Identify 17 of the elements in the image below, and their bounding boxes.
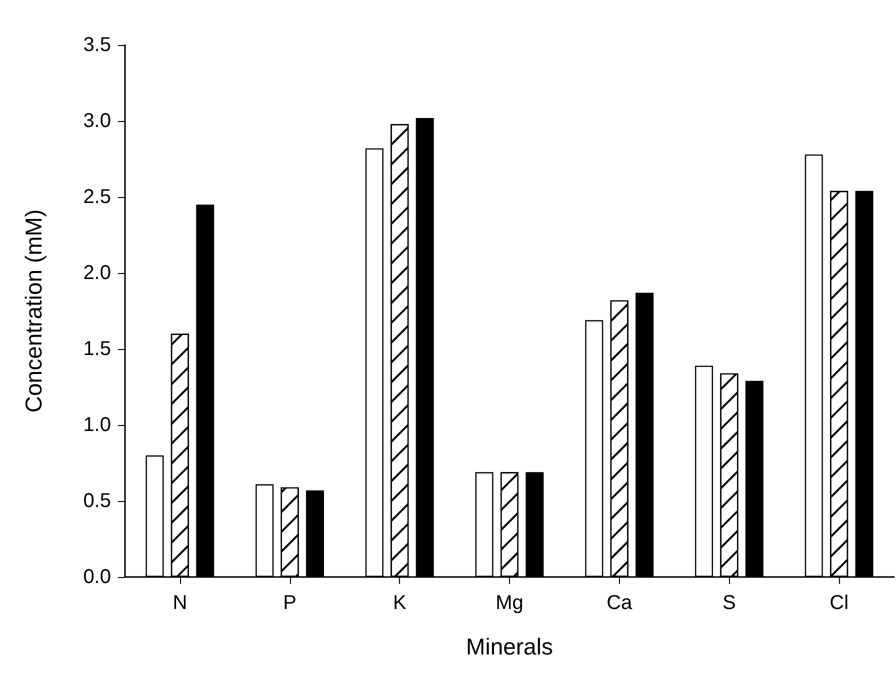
y-tick-label: 1.5 — [83, 338, 111, 360]
x-tick-label: N — [172, 592, 188, 614]
y-tick-label: 2.5 — [83, 186, 111, 208]
x-tick-label: S — [722, 592, 736, 614]
y-tick-label: 2.0 — [83, 262, 111, 284]
y-axis-title: Concentration (mM) — [20, 209, 46, 413]
y-tick-label: 0.5 — [83, 490, 111, 512]
x-tick-label: Mg — [496, 592, 524, 614]
y-tick-label: 3.0 — [83, 110, 111, 132]
x-tick-label: K — [392, 592, 407, 614]
x-tick-label: Ca — [606, 592, 634, 614]
x-tick-label: P — [283, 592, 296, 614]
y-tick-label: 1.0 — [83, 414, 111, 436]
y-tick-label: 0.0 — [83, 566, 111, 588]
y-tick-label: 3.5 — [83, 34, 111, 56]
x-tick-label: Cl — [830, 592, 849, 614]
x-axis-title: Minerals — [466, 634, 553, 660]
